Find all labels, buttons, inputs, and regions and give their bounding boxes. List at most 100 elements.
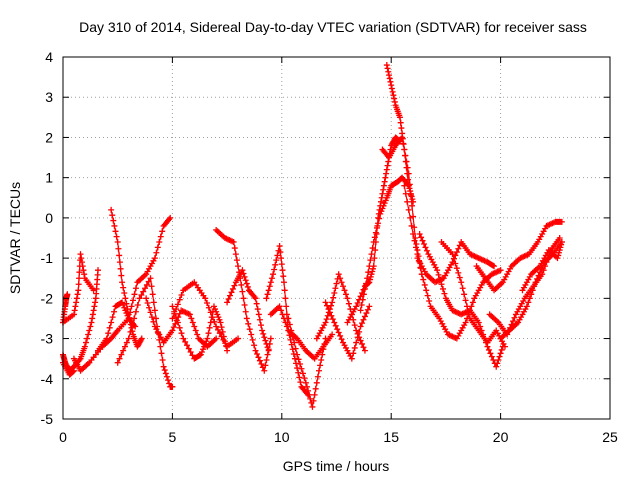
x-tick-label: 15 [383,429,399,445]
data-point-marker [251,293,258,300]
data-point-marker [375,220,382,227]
data-point-marker [418,234,425,241]
data-point-marker [245,320,252,327]
data-point-marker [202,295,209,302]
data-point-marker [204,300,211,307]
data-point-marker [398,135,405,142]
data-point-marker [209,314,216,321]
data-point-marker [386,75,393,82]
data-point-marker [398,125,405,132]
data-point-marker [389,88,396,95]
data-point-marker [322,335,329,342]
data-point-marker [78,259,85,266]
data-point-marker [465,309,472,316]
data-point-marker [252,295,259,302]
data-point-marker [263,295,270,302]
series-track-21 [383,62,417,205]
data-point-marker [536,269,543,276]
data-point-marker [201,343,208,350]
data-point-marker [390,92,397,99]
data-point-marker [294,365,301,372]
data-point-marker [319,351,326,358]
data-point-marker [214,326,221,333]
data-point-marker [324,302,331,309]
data-point-marker [387,78,394,85]
data-point-marker [128,303,135,310]
data-point-marker [197,351,204,358]
data-point-marker [73,295,80,302]
data-point-marker [382,174,389,181]
series-track-25 [416,230,506,370]
data-point-marker [322,319,329,326]
data-point-marker [210,303,217,310]
data-point-marker [361,347,368,354]
data-point-marker [288,327,295,334]
data-point-marker [381,200,388,207]
data-point-marker [453,265,460,272]
data-point-marker [76,275,83,282]
data-point-marker [359,340,366,347]
data-point-marker [260,330,267,337]
data-point-marker [556,247,563,254]
data-point-marker [254,306,261,313]
data-point-marker [497,350,504,357]
data-point-marker [162,370,169,377]
data-point-marker [122,295,129,302]
x-tick-label: 20 [493,429,509,445]
data-point-marker [140,288,147,295]
data-point-marker [353,327,360,334]
data-point-marker [228,289,235,296]
data-point-marker [132,285,139,292]
data-point-marker [89,311,96,318]
data-point-marker [528,291,535,298]
data-point-marker [290,350,297,357]
data-point-marker [148,283,155,290]
data-point-marker [173,306,180,313]
data-point-marker [329,316,336,323]
data-point-marker [82,339,89,346]
data-point-marker [108,206,115,213]
data-point-marker [323,316,330,323]
data-point-marker [558,239,565,246]
data-point-marker [380,186,387,193]
data-point-marker [383,170,390,177]
data-point-marker [138,336,145,343]
data-point-marker [144,300,151,307]
data-point-marker [159,228,166,235]
data-point-marker [132,308,139,315]
data-point-marker [385,68,392,75]
series-track-23 [401,182,504,342]
series-track-5 [60,359,77,378]
series-line [346,136,401,323]
data-point-marker [426,298,433,305]
data-point-marker [76,269,83,276]
data-point-marker [321,340,328,347]
data-point-marker [249,336,256,343]
data-point-marker [72,303,79,310]
data-point-marker [371,234,378,241]
data-point-marker [185,345,192,352]
data-point-marker [359,296,366,303]
data-point-marker [253,300,260,307]
data-point-marker [78,255,85,262]
data-point-marker [267,279,274,286]
data-point-marker [214,311,221,318]
data-point-marker [273,257,280,264]
y-tick-label: 4 [45,49,53,65]
data-point-marker [277,249,284,256]
data-point-marker [348,355,355,362]
data-point-marker [405,206,412,213]
data-point-marker [239,267,246,274]
data-point-marker [118,272,125,279]
data-point-marker [489,262,496,269]
data-point-marker [302,379,309,386]
data-point-marker [338,336,345,343]
data-point-marker [138,335,145,342]
data-point-marker [373,224,380,231]
data-point-marker [92,299,99,306]
data-point-marker [291,339,298,346]
data-point-marker [158,350,165,357]
data-point-marker [353,339,360,346]
data-point-marker [218,333,225,340]
data-point-marker [422,244,429,251]
